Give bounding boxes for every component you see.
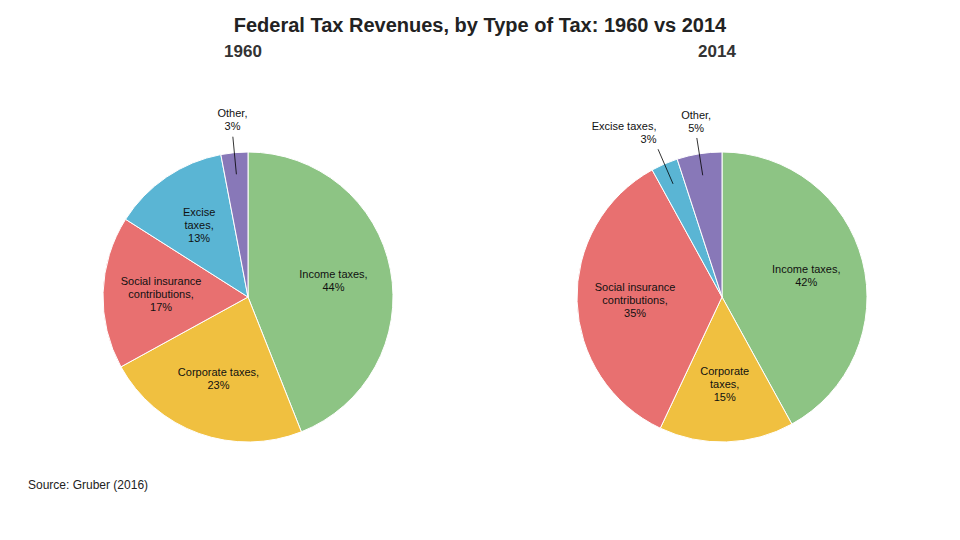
html-text:1960: 1960 [224, 42, 262, 61]
html-text:Source: Gruber (2016): Source: Gruber (2016) [28, 478, 149, 492]
svg-text:Income taxes,44%: Income taxes,44% [299, 268, 367, 293]
svg-text:Other,3%: Other,3% [217, 107, 247, 132]
svg-text:Social insurancecontributions,: Social insurancecontributions,35% [595, 281, 676, 319]
svg-text:Social insurancecontributions,: Social insurancecontributions,17% [121, 275, 202, 313]
svg-text:Excisetaxes,13%: Excisetaxes,13% [183, 206, 215, 244]
svg-text:Corporate taxes,23%: Corporate taxes,23% [178, 366, 259, 391]
html-text:2014: 2014 [698, 42, 736, 61]
svg-text:Corporatetaxes,15%: Corporatetaxes,15% [700, 365, 749, 403]
svg-text:Other,5%: Other,5% [681, 109, 711, 134]
svg-text:Excise taxes,3%: Excise taxes,3% [592, 120, 657, 145]
svg-text:Income taxes,42%: Income taxes,42% [772, 263, 840, 288]
html-text:Federal Tax Revenues, by Type: Federal Tax Revenues, by Type of Tax: 19… [233, 14, 727, 36]
